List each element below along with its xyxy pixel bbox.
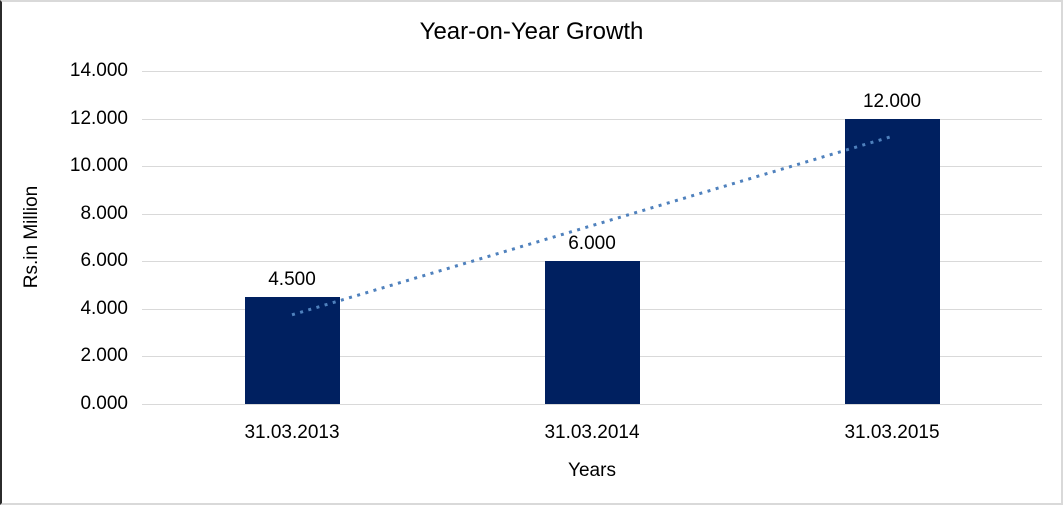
x-tick-label: 31.03.2015	[844, 422, 940, 443]
x-tick-label: 31.03.2013	[244, 422, 340, 443]
bar-31.03.2013	[244, 296, 340, 404]
y-tick-label: 12.000	[69, 107, 128, 129]
bar-31.03.2015	[844, 118, 940, 404]
y-axis-title: Rs.in Million	[21, 185, 42, 289]
y-tick-label: 2.000	[80, 345, 128, 367]
gridline	[142, 404, 1042, 405]
trendline-path	[291, 134, 893, 317]
gridline	[142, 213, 1042, 215]
chart-title: Year-on-Year Growth	[419, 18, 644, 45]
x-tick-label: 31.03.2014	[544, 422, 640, 443]
y-tick-label: 14.000	[69, 60, 128, 81]
y-tick-label: 6.000	[80, 250, 128, 272]
y-tick-label: 0.000	[80, 393, 128, 414]
plot-area: 4.500 6.000 12.000	[142, 71, 1042, 405]
gridline	[142, 166, 1042, 168]
y-tick-label: 10.000	[69, 155, 128, 177]
bar-value-label: 12.000	[862, 90, 922, 112]
bar-31.03.2014	[544, 261, 640, 404]
y-tick-label: 4.000	[80, 297, 128, 319]
y-tick-label: 8.000	[80, 202, 128, 224]
x-axis-title: Years	[568, 460, 616, 481]
gridline	[142, 71, 1042, 72]
trendline	[291, 134, 893, 317]
gridline	[142, 118, 1042, 120]
bar-value-label: 6.000	[568, 233, 616, 255]
bar-value-label: 4.500	[268, 268, 316, 290]
